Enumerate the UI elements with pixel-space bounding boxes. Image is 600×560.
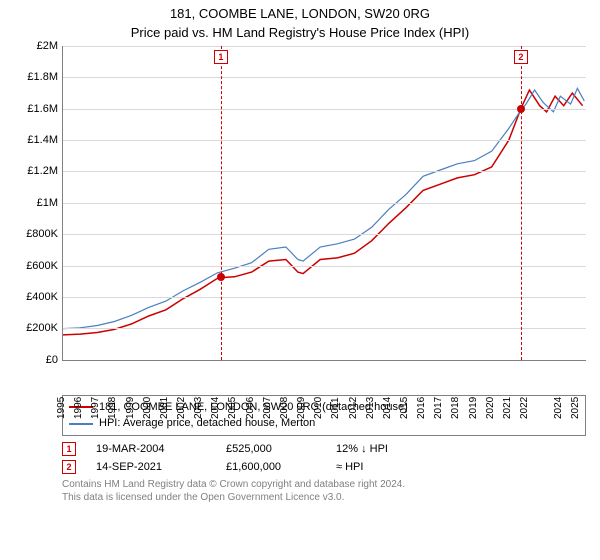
sale-price: £525,000	[226, 443, 316, 455]
x-tick-label: 2000	[143, 391, 153, 419]
x-tick-label: 2005	[228, 391, 238, 419]
y-tick-label: £1M	[14, 197, 58, 209]
x-tick-label: 2006	[246, 391, 256, 419]
sale-price: £1,600,000	[226, 461, 316, 473]
gridline	[63, 140, 586, 141]
sale-marker-line	[221, 46, 222, 360]
gridline	[63, 77, 586, 78]
sales-row: 1 19-MAR-2004 £525,000 12% ↓ HPI	[62, 442, 586, 456]
x-tick-label: 2024	[554, 391, 564, 419]
y-tick-label: £1.8M	[14, 71, 58, 83]
x-tick-label: 2004	[211, 391, 221, 419]
sales-row: 2 14-SEP-2021 £1,600,000 ≈ HPI	[62, 460, 586, 474]
gridline	[63, 109, 586, 110]
x-tick-label: 2017	[434, 391, 444, 419]
sale-data-point	[517, 105, 525, 113]
x-tick-label: 2021	[503, 391, 513, 419]
x-tick-label: 2014	[383, 391, 393, 419]
x-tick-label: 2009	[297, 391, 307, 419]
gridline	[63, 46, 586, 47]
x-tick-label: 2018	[451, 391, 461, 419]
y-tick-label: £2M	[14, 40, 58, 52]
x-tick-label: 2025	[571, 391, 581, 419]
x-tick-label: 2008	[280, 391, 290, 419]
sales-table: 1 19-MAR-2004 £525,000 12% ↓ HPI 2 14-SE…	[62, 442, 586, 474]
gridline	[63, 171, 586, 172]
sale-marker-icon: 1	[62, 442, 76, 456]
y-tick-label: £0	[14, 354, 58, 366]
x-tick-label: 2022	[520, 391, 530, 419]
sale-marker-box: 2	[514, 50, 528, 64]
page-title: 181, COOMBE LANE, LONDON, SW20 0RG	[0, 6, 600, 23]
legend-swatch	[69, 423, 93, 425]
x-tick-label: 2020	[486, 391, 496, 419]
gridline	[63, 328, 586, 329]
gridline	[63, 203, 586, 204]
sale-note: 12% ↓ HPI	[336, 443, 426, 455]
y-tick-label: £400K	[14, 291, 58, 303]
chart-plot: 12	[62, 46, 586, 361]
x-tick-label: 2003	[194, 391, 204, 419]
x-tick-label: 1997	[91, 391, 101, 419]
sale-data-point	[217, 273, 225, 281]
y-tick-label: £600K	[14, 260, 58, 272]
y-tick-label: £1.2M	[14, 165, 58, 177]
y-tick-label: £1.6M	[14, 103, 58, 115]
sale-note: ≈ HPI	[336, 461, 426, 473]
gridline	[63, 297, 586, 298]
x-tick-label: 2016	[417, 391, 427, 419]
x-tick-label: 2001	[160, 391, 170, 419]
x-tick-label: 1996	[74, 391, 84, 419]
x-tick-label: 1999	[126, 391, 136, 419]
x-tick-label: 2019	[469, 391, 479, 419]
sale-marker-line	[521, 46, 522, 360]
x-tick-label: 1995	[57, 391, 67, 419]
x-tick-label: 1998	[108, 391, 118, 419]
y-tick-label: £800K	[14, 228, 58, 240]
sale-date: 19-MAR-2004	[96, 443, 206, 455]
footer: Contains HM Land Registry data © Crown c…	[62, 478, 586, 504]
sale-marker-icon: 2	[62, 460, 76, 474]
sale-marker-box: 1	[214, 50, 228, 64]
gridline	[63, 266, 586, 267]
gridline	[63, 234, 586, 235]
series-hpi	[63, 88, 584, 328]
x-tick-label: 2012	[349, 391, 359, 419]
footer-line: Contains HM Land Registry data © Crown c…	[62, 478, 586, 491]
y-tick-label: £200K	[14, 322, 58, 334]
x-tick-label: 2013	[366, 391, 376, 419]
x-tick-label: 2002	[177, 391, 187, 419]
footer-line: This data is licensed under the Open Gov…	[62, 491, 586, 504]
x-tick-label: 2011	[331, 391, 341, 419]
y-tick-label: £1.4M	[14, 134, 58, 146]
chart: 12 £0£200K£400K£600K£800K£1M£1.2M£1.4M£1…	[14, 46, 586, 391]
page-subtitle: Price paid vs. HM Land Registry's House …	[0, 25, 600, 40]
sale-date: 14-SEP-2021	[96, 461, 206, 473]
x-tick-label: 2010	[314, 391, 324, 419]
x-tick-label: 2007	[263, 391, 273, 419]
x-tick-label: 2015	[400, 391, 410, 419]
